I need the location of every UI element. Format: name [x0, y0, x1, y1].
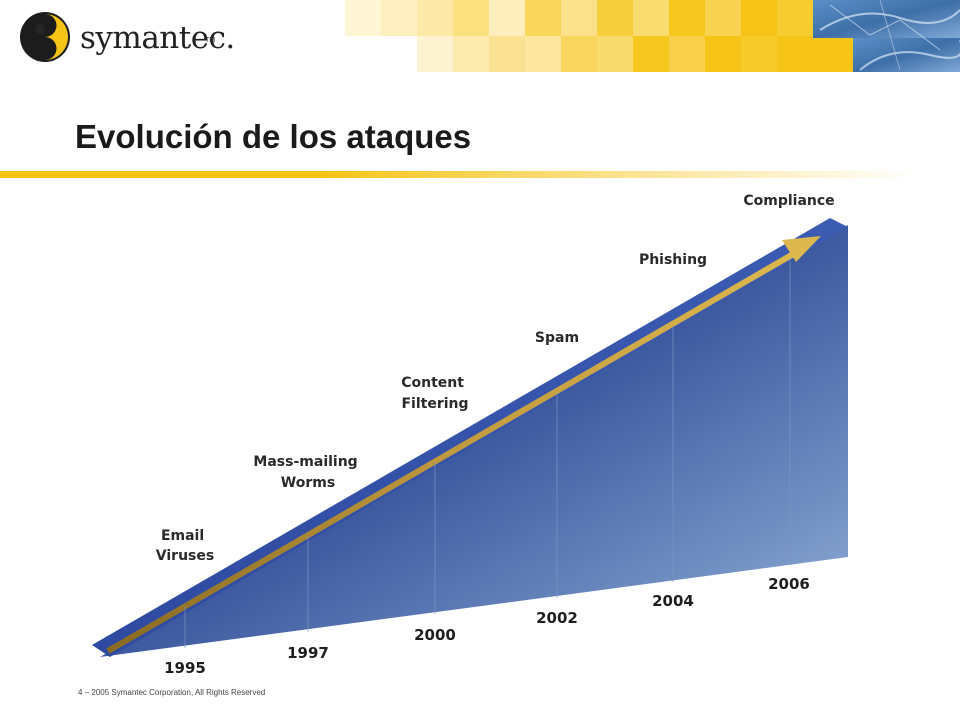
stage-label-line: Compliance: [743, 193, 834, 209]
ramp-top-band: [92, 218, 848, 657]
year-label-1995: 1995: [164, 659, 206, 677]
stage-label-mass-mailing-worms: Mass-mailing Worms: [253, 454, 362, 491]
stage-label-line: Phishing: [639, 252, 707, 268]
banner-graphic: [345, 0, 960, 72]
stage-label-spam: Spam: [535, 330, 579, 346]
progress-arrow-head: [782, 236, 821, 262]
attack-evolution-diagram: Email Viruses Mass-mailing Worms Content…: [92, 193, 848, 677]
page-title: Evolución de los ataques: [75, 118, 472, 155]
year-label-2002: 2002: [536, 609, 578, 627]
header-banner: [0, 0, 960, 72]
stage-label-line: Content: [401, 375, 464, 391]
stage-label-phishing: Phishing: [639, 252, 707, 268]
year-label-2006: 2006: [768, 575, 810, 593]
title-underline: [0, 171, 920, 178]
stage-label-line: Worms: [281, 475, 335, 491]
year-label-2004: 2004: [652, 592, 694, 610]
stage-label-compliance: Compliance: [743, 193, 834, 209]
logo-wordmark: symantec.: [80, 20, 235, 56]
year-label-1997: 1997: [287, 644, 329, 662]
stage-label-line: Viruses: [156, 548, 214, 564]
logo-trademark: TM: [205, 37, 216, 44]
year-dividers: [184, 259, 791, 648]
year-label-2000: 2000: [414, 626, 456, 644]
stage-label-line: Filtering: [401, 396, 468, 412]
stage-label-line: Email: [161, 528, 204, 544]
copyright-footer: 4 – 2005 Symantec Corporation, All Right…: [78, 688, 266, 697]
stage-label-email-viruses: Email Viruses: [156, 528, 214, 564]
stage-label-line: Mass-mailing: [253, 454, 357, 470]
progress-arrow-line: [106, 250, 797, 654]
stage-label-content-filtering: Content Filtering: [401, 375, 469, 412]
symantec-logo-icon: [20, 12, 70, 62]
stage-label-line: Spam: [535, 330, 579, 346]
symantec-logo: symantec. TM: [18, 12, 235, 62]
